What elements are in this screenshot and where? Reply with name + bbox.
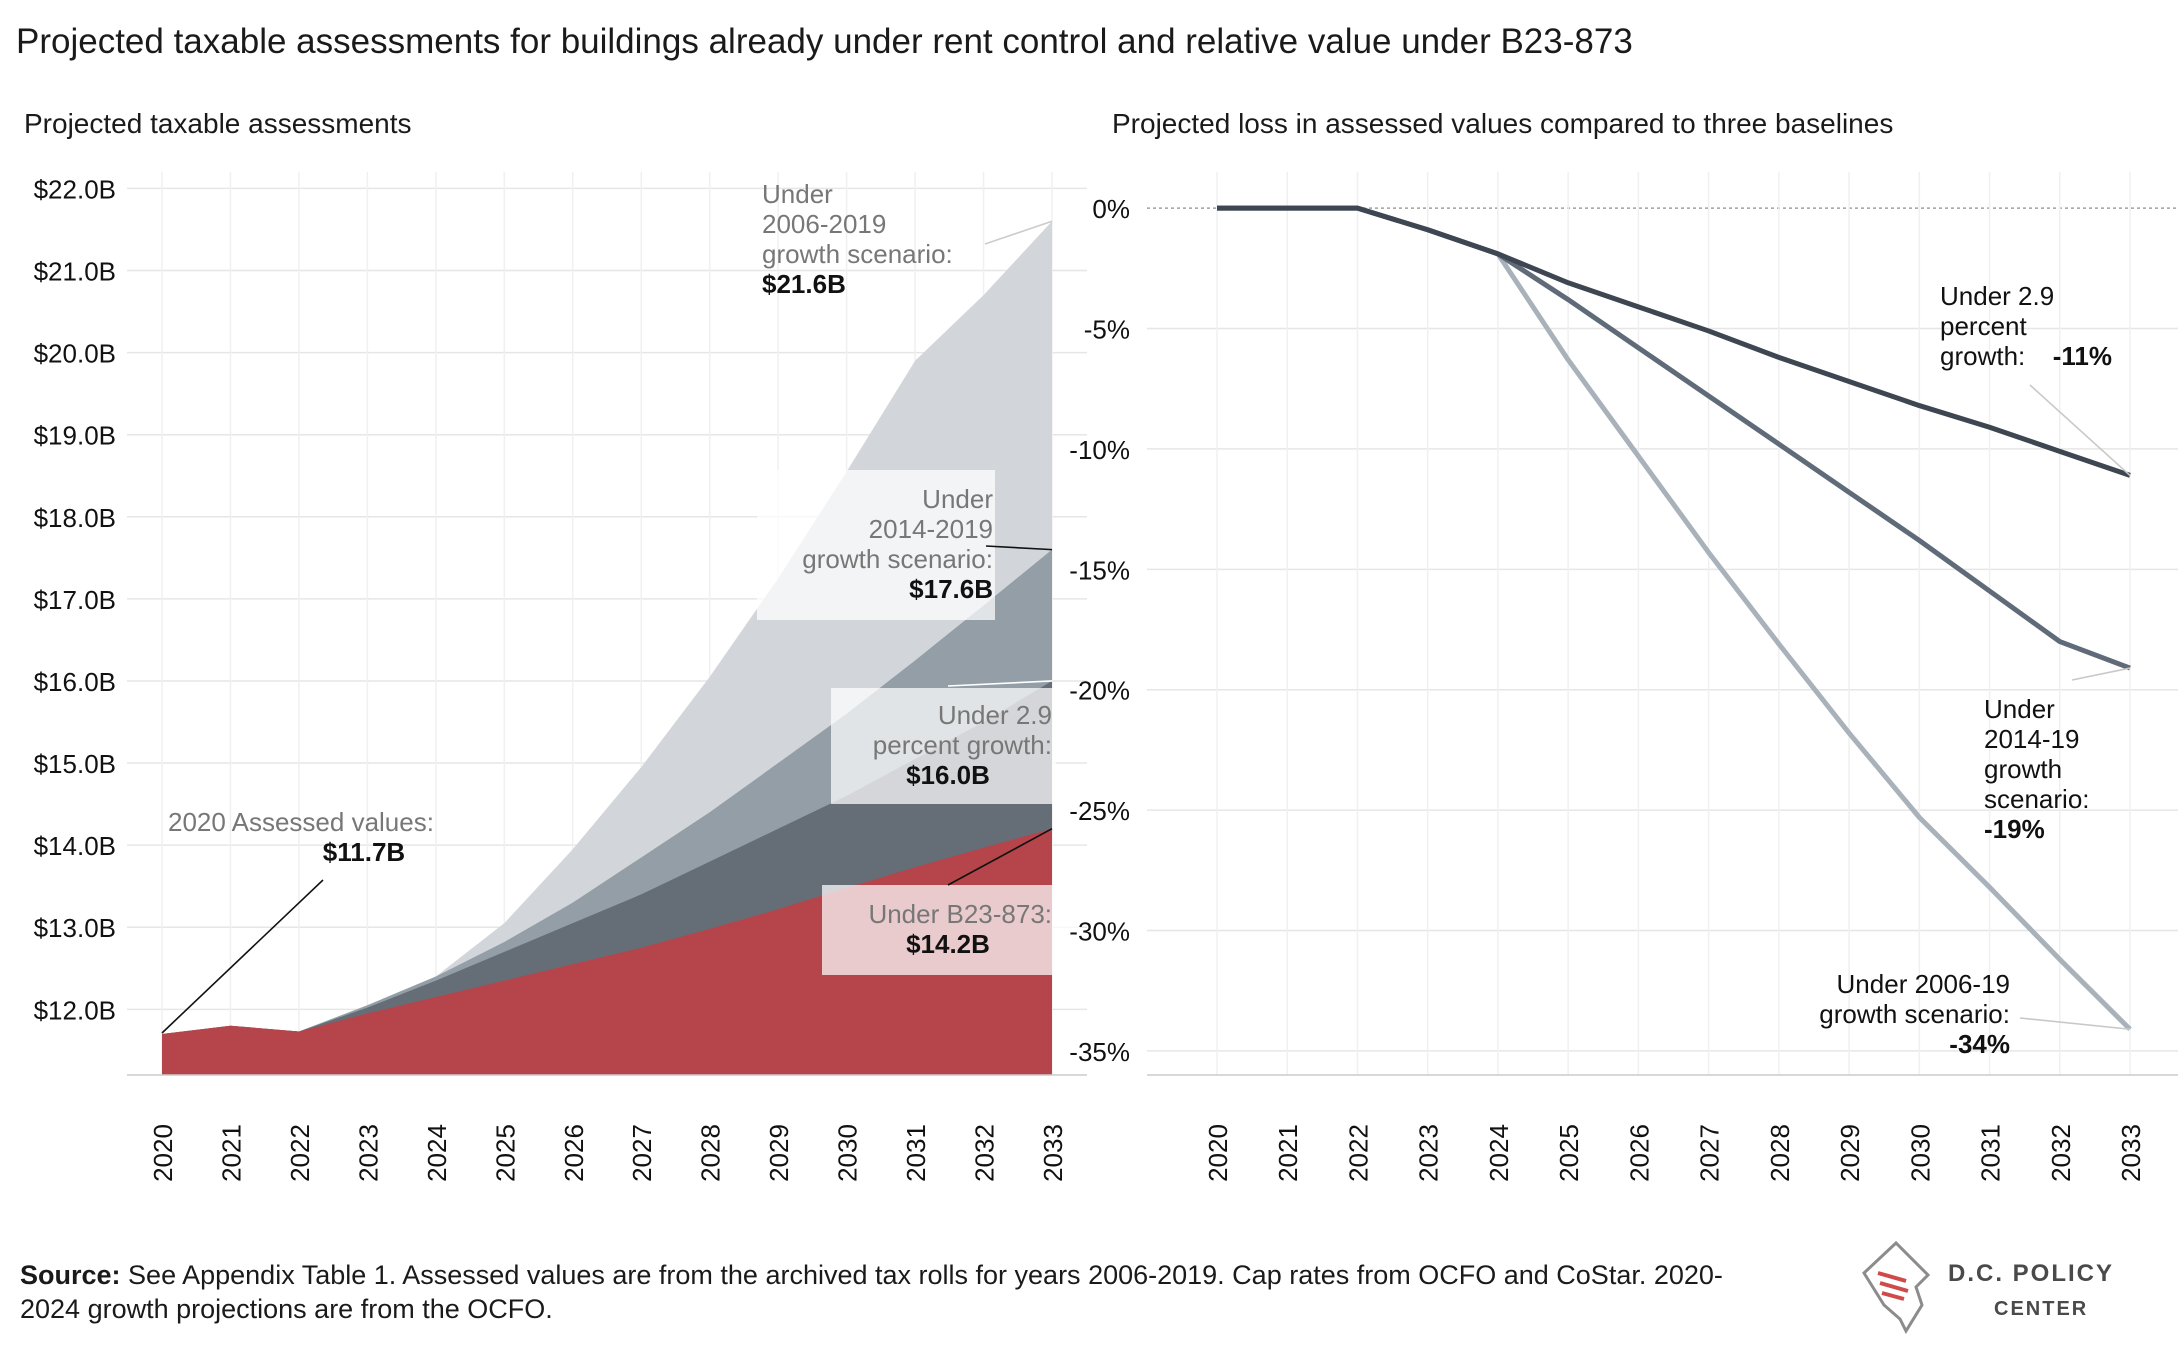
right-x-tick-label: 2026: [1624, 1124, 1654, 1182]
right-x-tick-label: 2030: [1905, 1124, 1935, 1182]
left-annotation-a29-label: Under 2.9: [938, 700, 1052, 730]
left-annotation-ab23-label: Under B23-873:: [868, 899, 1052, 929]
right-annotation-r2006-label: Under 2006-19: [1837, 969, 2010, 999]
left-annotation-a2006-value: $21.6B: [762, 269, 846, 299]
left-annotation-a29-leader-line: [947, 680, 1053, 687]
right-annotation-r2006-label: growth scenario:: [1819, 999, 2010, 1029]
left-annotation-a2014-label: Under: [922, 484, 993, 514]
left-y-tick-label: $15.0B: [34, 749, 116, 779]
left-x-tick-label: 2026: [559, 1124, 589, 1182]
source-text: See Appendix Table 1. Assessed values ar…: [20, 1260, 1723, 1324]
left-annotation-a2006-label: growth scenario:: [762, 239, 953, 269]
right-x-tick-label: 2021: [1273, 1124, 1303, 1182]
logo-line2: CENTER: [1994, 1298, 2088, 1320]
left-annotation-a2014-box: [757, 470, 995, 620]
right-annotation-r29-value: -11%: [2053, 341, 2112, 371]
left-y-tick-label: $18.0B: [34, 503, 116, 533]
left-annotation-a29-box: [831, 688, 1056, 804]
left-x-tick-label: 2022: [285, 1124, 315, 1182]
left-x-tick-label: 2028: [696, 1124, 726, 1182]
dc-map-icon: [1862, 1240, 1931, 1335]
left-annotation-a2020-value: $11.7B: [323, 837, 405, 867]
left-chart-subtitle: Projected taxable assessments: [24, 108, 412, 139]
right-annotation-r2014-value: -19%: [1984, 814, 2045, 844]
left-annotation-a2014-label: growth scenario:: [802, 544, 993, 574]
left-x-tick-label: 2021: [216, 1124, 246, 1182]
left-x-tick-label: 2032: [970, 1124, 1000, 1182]
left-y-tick-label: $21.0B: [34, 257, 116, 287]
right-annotation-r2014-label: 2014-19: [1984, 724, 2079, 754]
right-x-tick-label: 2033: [2116, 1124, 2146, 1182]
right-annotation-r2006-value: -34%: [1949, 1029, 2010, 1059]
left-annotation-a2006-label: 2006-2019: [762, 209, 886, 239]
right-x-tick-label: 2022: [1343, 1124, 1373, 1182]
right-annotation-r29-label: percent: [1940, 311, 2027, 341]
left-annotation-a2020-label: 2020 Assessed values:: [168, 807, 434, 837]
left-x-tick-label: 2029: [764, 1124, 794, 1182]
right-x-tick-label: 2031: [1976, 1124, 2006, 1182]
left-x-tick-label: 2030: [833, 1124, 863, 1182]
right-y-tick-label: -5%: [1084, 315, 1130, 345]
left-y-tick-label: $14.0B: [34, 831, 116, 861]
left-annotation-ab23-value: $14.2B: [906, 929, 990, 959]
left-y-tick-label: $22.0B: [34, 174, 116, 204]
left-annotation-a2006-label: Under: [762, 179, 833, 209]
right-y-tick-label: -25%: [1069, 796, 1130, 826]
right-chart-subtitle: Projected loss in assessed values compar…: [1112, 108, 1894, 139]
right-annotation-r2006-leader-line: [2019, 1017, 2131, 1031]
left-annotation-a29-value: $16.0B: [906, 760, 990, 790]
right-x-tick-label: 2023: [1414, 1124, 1444, 1182]
right-annotation-r29-leader-line: [2029, 384, 2131, 477]
dc-policy-center-logo: D.C. POLICY CENTER: [1862, 1240, 2114, 1335]
left-x-tick-label: 2024: [422, 1124, 452, 1182]
right-y-tick-label: -35%: [1069, 1037, 1130, 1067]
logo-line1: D.C. POLICY: [1948, 1260, 2114, 1287]
right-x-tick-label: 2020: [1203, 1124, 1233, 1182]
left-y-tick-label: $17.0B: [34, 585, 116, 615]
left-annotation-a2006-leader-line: [984, 220, 1053, 245]
left-y-tick-label: $16.0B: [34, 667, 116, 697]
right-x-tick-label: 2025: [1554, 1124, 1584, 1182]
left-x-tick-label: 2033: [1038, 1124, 1068, 1182]
area-b23: [162, 828, 1052, 1075]
left-annotation-a2014-label: 2014-2019: [869, 514, 993, 544]
line-line2014: [1217, 205, 2131, 671]
left-x-tick-label: 2027: [627, 1124, 657, 1182]
left-y-tick-label: $12.0B: [34, 995, 116, 1025]
right-y-tick-label: -15%: [1069, 555, 1130, 585]
left-annotation-a2014-value: $17.6B: [909, 574, 993, 604]
left-x-tick-label: 2020: [148, 1124, 178, 1182]
right-annotation-r29-label: growth:: [1940, 341, 2025, 371]
right-annotation-r2014-label: scenario:: [1984, 784, 2090, 814]
right-x-tick-label: 2027: [1695, 1124, 1725, 1182]
left-x-tick-label: 2025: [490, 1124, 520, 1182]
right-annotation-r2014-label: Under: [1984, 694, 2055, 724]
source-note: Source: See Appendix Table 1. Assessed v…: [20, 1258, 1760, 1326]
right-x-tick-label: 2032: [2046, 1124, 2076, 1182]
right-annotation-r29-label: Under 2.9: [1940, 281, 2054, 311]
left-annotation-ab23-box: [822, 885, 1082, 975]
left-annotation-a2020-leader-line: [161, 879, 324, 1034]
left-y-tick-label: $13.0B: [34, 913, 116, 943]
right-y-tick-label: -10%: [1069, 435, 1130, 465]
right-x-tick-label: 2024: [1484, 1124, 1514, 1182]
right-x-tick-label: 2028: [1765, 1124, 1795, 1182]
left-y-tick-label: $19.0B: [34, 421, 116, 451]
right-y-tick-label: 0%: [1092, 194, 1130, 224]
left-annotation-ab23-leader-line: [947, 828, 1053, 886]
left-annotation-a2014-leader-line: [985, 545, 1053, 551]
left-y-tick-label: $20.0B: [34, 339, 116, 369]
source-label: Source:: [20, 1260, 121, 1290]
right-annotation-r2014-label: growth: [1984, 754, 2062, 784]
left-x-tick-label: 2031: [901, 1124, 931, 1182]
right-x-tick-label: 2029: [1835, 1124, 1865, 1182]
right-y-tick-label: -30%: [1069, 917, 1130, 947]
right-y-tick-label: -20%: [1069, 676, 1130, 706]
line-line29: [1217, 205, 2131, 478]
chart-title: Projected taxable assessments for buildi…: [16, 22, 1633, 61]
right-annotation-r2014-leader-line: [2071, 667, 2131, 681]
left-x-tick-label: 2023: [353, 1124, 383, 1182]
left-annotation-a29-label: percent growth:: [873, 730, 1052, 760]
